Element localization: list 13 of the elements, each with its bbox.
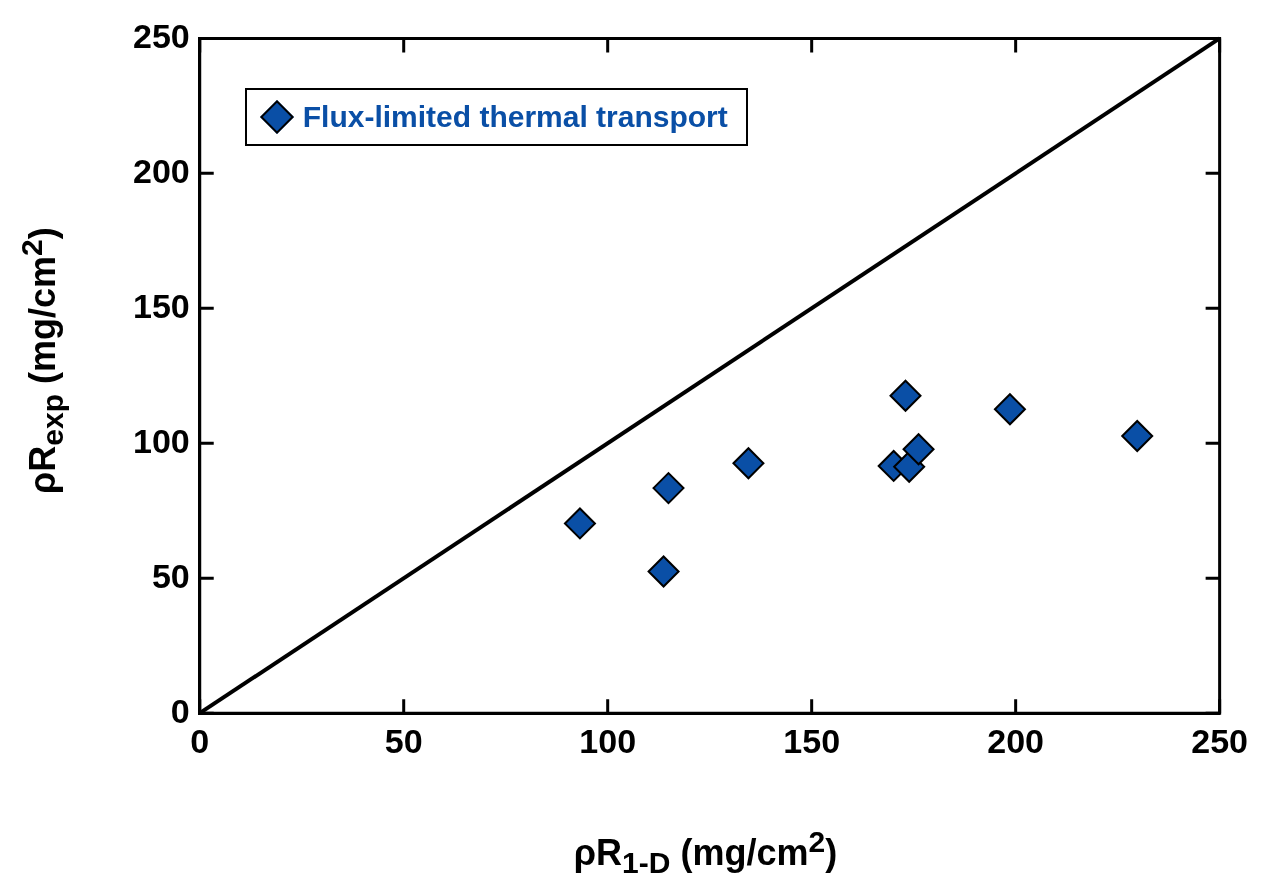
y-tick-label: 250 [132, 16, 190, 55]
y-tick-label: 200 [132, 151, 190, 190]
x-tick-label: 200 [987, 721, 1045, 760]
x-tick-label: 50 [384, 721, 423, 760]
y-tick-label: 100 [132, 421, 190, 460]
x-tick-label: 250 [1191, 721, 1248, 760]
x-tick-label: 100 [579, 721, 637, 760]
y-tick-label: 0 [170, 691, 190, 730]
x-tick-label: 150 [783, 721, 841, 760]
x-axis-title: ρR$_{1-D}$ (mg/cm$^{2}$) [572, 824, 839, 880]
y-tick-label: 150 [132, 286, 190, 325]
y-tick-label: 50 [151, 556, 190, 595]
legend-label: Flux-limited thermal transport [302, 100, 728, 135]
